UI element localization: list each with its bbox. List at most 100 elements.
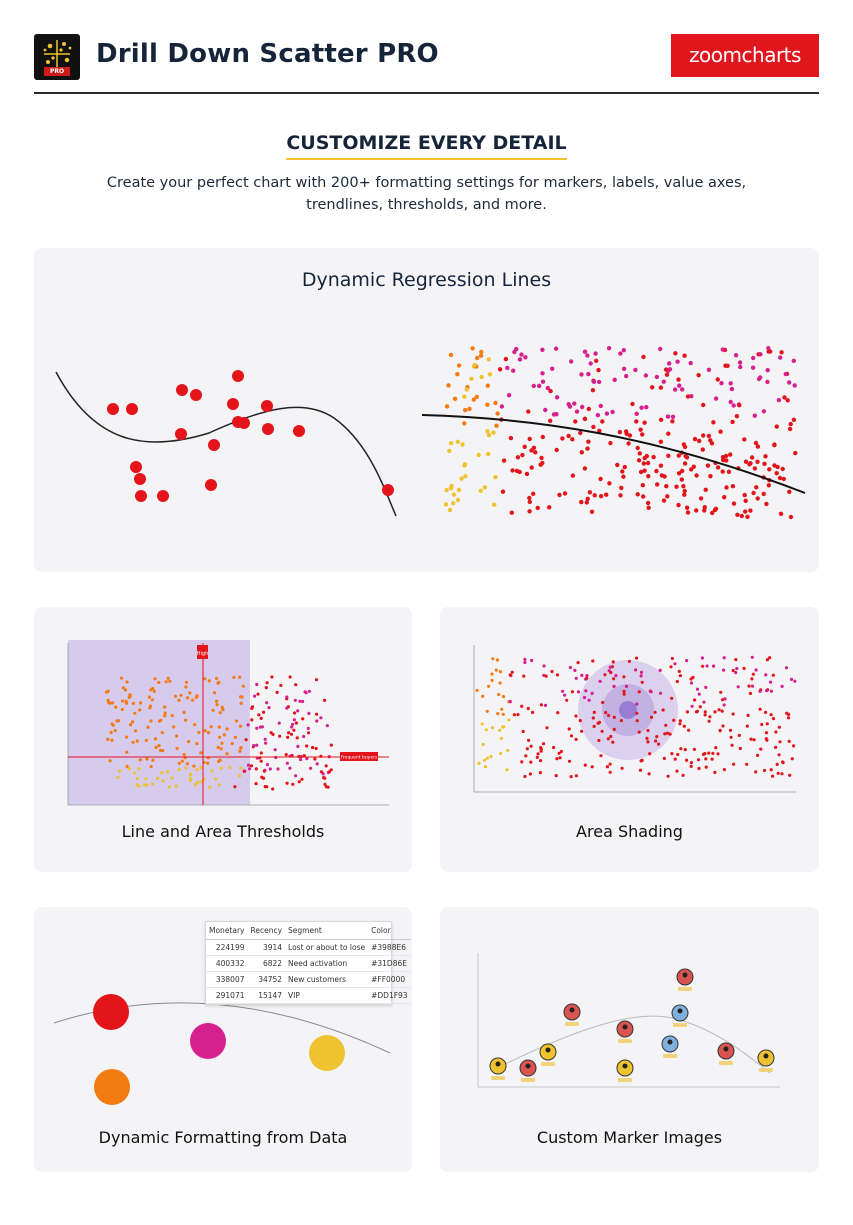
scatter-point: [604, 492, 609, 497]
scatter-point: [293, 711, 297, 715]
scatter-point: [206, 731, 211, 735]
scatter-point: [720, 347, 725, 352]
scatter-point: [611, 660, 615, 664]
scatter-point: [443, 502, 449, 507]
scatter-point: [548, 418, 553, 423]
scatter-point: [552, 745, 556, 750]
scatter-point: [573, 668, 577, 672]
scatter-point: [456, 487, 462, 493]
scatter-point: [508, 700, 512, 704]
scatter-point: [191, 698, 195, 702]
avatar-head-icon: [622, 1063, 628, 1069]
scatter-point: [693, 698, 697, 702]
scatter-point: [648, 752, 652, 756]
scatter-point: [254, 782, 258, 786]
scatter-point: [685, 758, 689, 762]
scatter-point: [205, 479, 217, 491]
scatter-point: [731, 712, 735, 716]
scatter-point: [792, 383, 797, 388]
scatter-point: [128, 693, 132, 697]
scatter-point: [708, 715, 712, 719]
scatter-point: [612, 677, 616, 681]
scatter-point: [527, 495, 532, 501]
scatter-point: [777, 475, 783, 481]
scatter-point: [724, 485, 729, 490]
scatter-point: [487, 372, 493, 377]
scatter-logo-icon: [43, 40, 72, 68]
scatter-point: [676, 502, 681, 508]
table-cell: 34752: [247, 971, 286, 988]
scatter-point: [464, 387, 469, 392]
scatter-point: [524, 754, 528, 758]
scatter-point: [679, 477, 684, 482]
scatter-point: [290, 725, 294, 729]
scatter-point: [309, 766, 313, 770]
scatter-point: [482, 485, 488, 490]
scatter-point: [503, 356, 509, 362]
scatter-point: [639, 674, 643, 678]
scatter-point: [749, 455, 755, 460]
scatter-point: [187, 740, 191, 744]
scatter-point: [761, 491, 766, 497]
scatter-point: [651, 454, 656, 460]
scatter-point: [600, 729, 604, 733]
scatter-point: [777, 753, 781, 757]
scatter-point: [607, 481, 612, 486]
scatter-point: [505, 365, 510, 371]
scatter-point: [596, 367, 601, 373]
avatar-head-icon: [622, 1024, 628, 1030]
scatter-point: [720, 455, 726, 460]
scatter-point: [574, 676, 578, 680]
scatter-point: [787, 739, 791, 743]
scatter-point: [124, 699, 128, 704]
scatter-point: [315, 712, 319, 716]
scatter-point: [523, 657, 527, 661]
scatter-point: [175, 734, 179, 738]
scatter-point: [775, 762, 779, 766]
scatter-point: [670, 752, 674, 756]
scatter-point: [730, 419, 735, 425]
scatter-point: [218, 711, 222, 715]
scatter-point: [215, 676, 219, 681]
formatting-marker-yellow: [309, 1035, 345, 1071]
scatter-point: [149, 719, 153, 723]
scatter-point: [569, 359, 574, 364]
scatter-point: [244, 738, 248, 742]
scatter-point: [630, 401, 635, 407]
scatter-point: [670, 696, 674, 700]
scatter-point: [298, 699, 302, 703]
avatar-head-icon: [525, 1063, 531, 1069]
scatter-point: [640, 432, 645, 437]
scatter-point: [153, 737, 158, 741]
scatter-point: [531, 491, 536, 496]
scatter-point: [131, 701, 135, 705]
scatter-point: [645, 736, 649, 740]
scatter-point: [314, 746, 318, 751]
scatter-point: [176, 384, 188, 396]
scatter-point: [718, 429, 723, 434]
scatter-point: [633, 367, 638, 373]
scatter-point: [485, 402, 490, 407]
scatter-point: [293, 425, 305, 437]
scatter-point: [790, 757, 794, 761]
scatter-point: [688, 360, 693, 366]
scatter-point: [692, 747, 696, 751]
scatter-point: [574, 737, 578, 741]
scatter-point: [573, 419, 578, 424]
scatter-point: [135, 777, 139, 781]
table-cell: #3988E6: [368, 939, 411, 956]
scatter-point: [172, 725, 176, 729]
scatter-point: [780, 684, 784, 688]
scatter-point: [752, 413, 757, 418]
brand-logo[interactable]: zoomcharts: [671, 34, 819, 77]
scatter-point: [219, 747, 223, 751]
scatter-point: [261, 710, 266, 714]
scatter-point: [703, 713, 707, 717]
scatter-point: [527, 509, 532, 514]
scatter-point: [597, 738, 601, 743]
scatter-point: [509, 510, 514, 515]
scatter-point: [149, 765, 153, 769]
scatter-point: [733, 353, 739, 358]
scatter-point: [295, 736, 299, 740]
scatter-point: [637, 730, 641, 734]
